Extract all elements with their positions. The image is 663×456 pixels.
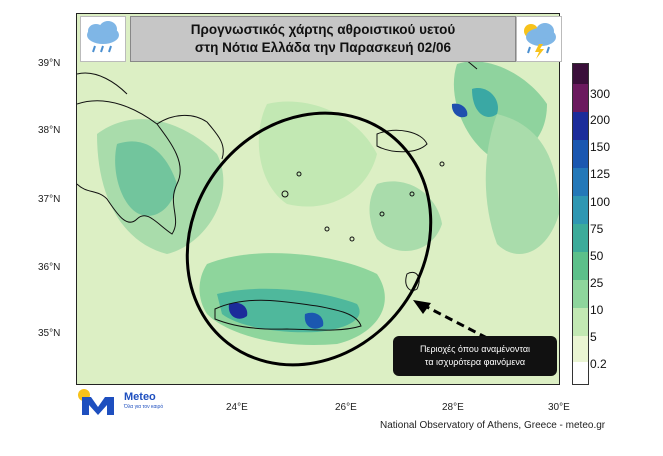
arrow-head bbox=[413, 300, 431, 314]
lat-label-39: 39°N bbox=[38, 58, 61, 69]
credit-text: National Observatory of Athens, Greece -… bbox=[380, 420, 606, 431]
lon-label-28: 28°E bbox=[442, 402, 464, 413]
map-title-box: Προγνωστικός χάρτης αθροιστικού υετού στ… bbox=[130, 16, 516, 62]
cbar-label-5: 5 bbox=[590, 330, 597, 344]
precip-field bbox=[77, 14, 559, 384]
annotation-line-2: τα ισχυρότερα φαινόμενα bbox=[424, 357, 526, 367]
rain-cloud-icon bbox=[80, 16, 126, 62]
meteo-logo-icon bbox=[76, 387, 120, 417]
coastlines bbox=[77, 33, 478, 331]
cbar-seg-5 bbox=[573, 196, 588, 224]
logo-tagline: Όλα για τον καιρό bbox=[124, 404, 164, 410]
cbar-label-50: 50 bbox=[590, 249, 604, 263]
lat-label-35: 35°N bbox=[38, 328, 61, 339]
cbar-seg-8 bbox=[573, 280, 588, 308]
annotation-arrow bbox=[424, 304, 488, 340]
cbar-label-10: 10 bbox=[590, 303, 604, 317]
lat-label-38: 38°N bbox=[38, 125, 61, 136]
annotation-line-1: Περιοχές όπου αναμένονται bbox=[419, 344, 531, 354]
cbar-seg-2 bbox=[573, 112, 588, 140]
precip-colorbar bbox=[572, 63, 589, 385]
cbar-label-150: 150 bbox=[590, 140, 611, 154]
highlight-ellipse bbox=[185, 111, 433, 367]
cbar-seg-4 bbox=[573, 168, 588, 196]
cbar-label-200: 200 bbox=[590, 113, 611, 127]
cbar-label-125: 125 bbox=[590, 167, 611, 181]
lon-label-24: 24°E bbox=[226, 402, 248, 413]
cbar-seg-3 bbox=[573, 140, 588, 168]
lat-label-37: 37°N bbox=[38, 194, 61, 205]
cbar-label-100: 100 bbox=[590, 195, 611, 209]
title-line-1: Προγνωστικός χάρτης αθροιστικού υετού bbox=[190, 22, 456, 37]
cbar-seg-1 bbox=[573, 84, 588, 112]
annotation-box: Περιοχές όπου αναμένονται τα ισχυρότερα … bbox=[393, 336, 557, 376]
cbar-label-0-2: 0.2 bbox=[590, 357, 607, 371]
cbar-seg-9 bbox=[573, 308, 588, 336]
lat-label-36: 36°N bbox=[38, 262, 61, 273]
title-line-2: στη Νότια Ελλάδα την Παρασκευή 02/06 bbox=[194, 40, 452, 55]
cbar-seg-6 bbox=[573, 224, 588, 252]
cbar-label-25: 25 bbox=[590, 276, 604, 290]
cbar-label-300: 300 bbox=[590, 87, 611, 101]
logo-name: Meteo bbox=[124, 391, 156, 403]
precipitation-map bbox=[76, 13, 560, 385]
cbar-seg-11 bbox=[573, 362, 588, 384]
cbar-seg-7 bbox=[573, 252, 588, 280]
lon-label-30: 30°E bbox=[548, 402, 570, 413]
cbar-seg-0 bbox=[573, 64, 588, 84]
cbar-seg-10 bbox=[573, 336, 588, 362]
lon-label-26: 26°E bbox=[335, 402, 357, 413]
thunderstorm-icon bbox=[516, 16, 562, 62]
cbar-label-75: 75 bbox=[590, 222, 604, 236]
map-canvas bbox=[77, 14, 559, 384]
